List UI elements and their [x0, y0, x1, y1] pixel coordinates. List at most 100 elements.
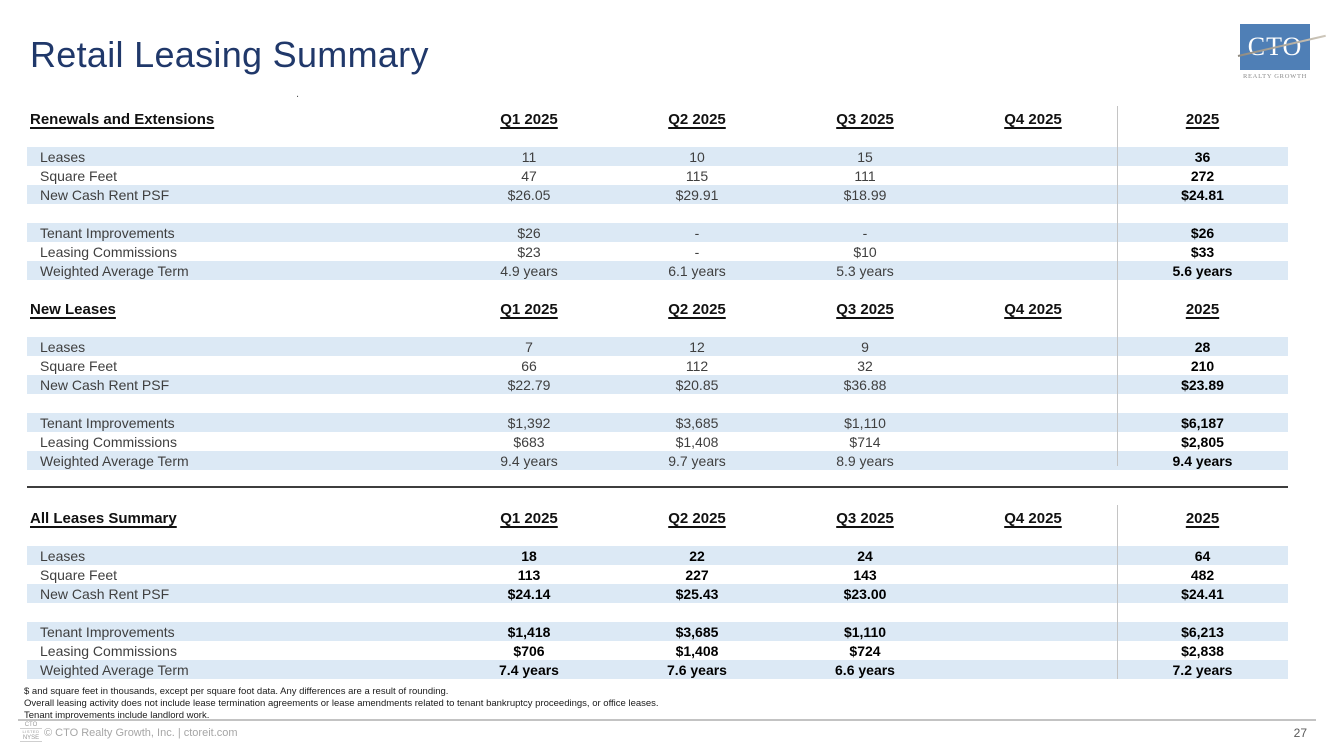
table-row: New Cash Rent PSF $22.79 $20.85 $36.88 $23.8…	[27, 375, 1288, 394]
row-label: Tenant Improvements	[40, 623, 175, 640]
cell-q2: -	[694, 243, 700, 260]
cell-total-2025: $24.41	[1181, 585, 1224, 602]
table-header-row: Renewals and Extensions Q1 2025 Q2 2025 …	[27, 104, 1288, 128]
cell-total-2025: $23.89	[1181, 376, 1224, 393]
row-label: Weighted Average Term	[40, 262, 189, 279]
row-label: Leases	[40, 148, 86, 165]
table-row: Tenant Improvements $1,392 $3,685 $1,110 $6,…	[27, 413, 1288, 432]
cell-q2: $25.43	[675, 585, 719, 602]
table-row: Square Feet 47 115 111 272	[27, 166, 1288, 185]
nyse-listed-mark-line: CTO	[20, 722, 42, 729]
row-label: Leasing Commissions	[40, 433, 177, 450]
page-number: 27	[1293, 726, 1307, 740]
cell-q1: 7	[525, 338, 533, 355]
column-header-q4: Q4 2025	[1004, 111, 1062, 128]
row-label: Leasing Commissions	[40, 243, 177, 260]
cell-q3: $1,110	[843, 623, 887, 640]
footnote: Tenant improvements include landlord wor…	[24, 710, 210, 721]
cell-q3: 143	[853, 566, 877, 583]
cell-q3: 32	[857, 357, 873, 374]
column-header-total: 2025	[1185, 510, 1220, 527]
cell-q3: 5.3 years	[836, 262, 894, 279]
column-header-total: 2025	[1185, 301, 1220, 318]
table-row: Tenant Improvements $1,418 $3,685 $1,110 $6,…	[27, 622, 1288, 641]
cell-q1: $23	[517, 243, 541, 260]
column-header-q3: Q3 2025	[836, 111, 894, 128]
cell-q3: $18.99	[843, 186, 887, 203]
footnote: Overall leasing activity does not includ…	[24, 698, 659, 709]
cell-total-2025: 7.2 years	[1172, 661, 1233, 678]
table-row: Leases 7 12 9 28	[27, 337, 1288, 356]
table-row: Leasing Commissions $706 $1,408 $724 $2,838	[27, 641, 1288, 660]
table-all-leases-summary: All Leases Summary Q1 2025 Q2 2025 Q3 20…	[27, 503, 1288, 679]
row-label: New Cash Rent PSF	[40, 376, 170, 393]
table-new-leases: New Leases Q1 2025 Q2 2025 Q3 2025 Q4 20…	[27, 294, 1288, 470]
column-header-q4: Q4 2025	[1004, 510, 1062, 527]
column-header-q1: Q1 2025	[500, 510, 558, 527]
table-spacer-row	[27, 394, 1288, 413]
cell-q1: 11	[521, 148, 537, 165]
table-row: Leases 18 22 24 64	[27, 546, 1288, 565]
nyse-listed-mark-line: LISTED	[22, 729, 40, 734]
cell-q3: $1,110	[844, 414, 886, 431]
cell-q1: 9.4 years	[500, 452, 558, 469]
row-label: Square Feet	[40, 357, 118, 374]
cell-q1: $26	[517, 224, 541, 241]
table-row: Leasing Commissions $23 - $10 $33	[27, 242, 1288, 261]
column-header-q1: Q1 2025	[500, 111, 558, 128]
cto-logo-tagline: REALTY GROWTH	[1242, 73, 1308, 80]
cell-q3: $724	[849, 642, 881, 659]
cell-q1: 66	[521, 357, 537, 374]
cell-q2: 12	[689, 338, 705, 355]
table-spacer-row	[27, 603, 1288, 622]
cell-q1: $1,418	[507, 623, 551, 640]
footnote: $ and square feet in thousands, except p…	[24, 686, 449, 697]
section-title: Renewals and Extensions	[30, 111, 215, 128]
row-label: Leasing Commissions	[40, 642, 177, 659]
cell-total-2025: $6,187	[1181, 414, 1224, 431]
table-row: Leases 11 10 15 36	[27, 147, 1288, 166]
row-label: Leases	[40, 547, 86, 564]
cell-q3: -	[862, 224, 868, 241]
cell-total-2025: $24.81	[1181, 186, 1224, 203]
column-header-q4: Q4 2025	[1004, 301, 1062, 318]
total-column-separator	[1117, 505, 1118, 679]
cto-logo: CTO REALTY GROWTH	[1237, 24, 1326, 80]
cell-q3: $36.88	[843, 376, 887, 393]
copyright-text: © CTO Realty Growth, Inc. | ctoreit.com	[44, 727, 238, 739]
cell-total-2025: 5.6 years	[1172, 262, 1233, 279]
cell-q1: 113	[517, 566, 541, 583]
table-row: New Cash Rent PSF $24.14 $25.43 $23.00 $24.4…	[27, 584, 1288, 603]
row-label: Square Feet	[40, 566, 118, 583]
cell-q3: $714	[849, 433, 881, 450]
cell-q3: 6.6 years	[835, 661, 895, 678]
section-title: All Leases Summary	[30, 510, 177, 527]
column-header-q2: Q2 2025	[668, 510, 726, 527]
table-row: Weighted Average Term 9.4 years 9.7 years 8…	[27, 451, 1288, 470]
table-row: Tenant Improvements $26 - - $26	[27, 223, 1288, 242]
cell-total-2025: $2,838	[1181, 642, 1224, 659]
cell-total-2025: $6,213	[1181, 623, 1224, 640]
cell-total-2025: 64	[1194, 547, 1211, 564]
row-label: New Cash Rent PSF	[40, 186, 170, 203]
cell-q3: $10	[853, 243, 877, 260]
cell-q1: $706	[513, 642, 545, 659]
cell-q1: 47	[521, 167, 537, 184]
cell-q2: $1,408	[675, 433, 719, 450]
table-row: New Cash Rent PSF $26.05 $29.91 $18.99 $24.8…	[27, 185, 1288, 204]
cell-q2: $3,685	[675, 414, 719, 431]
row-label: Weighted Average Term	[40, 661, 189, 678]
cell-q1: $683	[513, 433, 545, 450]
cell-q2: 7.6 years	[667, 661, 727, 678]
cell-q2: $20.85	[675, 376, 719, 393]
cell-q2: -	[694, 224, 700, 241]
section-title: New Leases	[30, 301, 116, 318]
cell-q2: 115	[685, 167, 709, 184]
cell-q2: 9.7 years	[668, 452, 726, 469]
cell-q1: $1,392	[507, 414, 551, 431]
cell-total-2025: $2,805	[1181, 433, 1224, 450]
table-body: Leases 7 12 9 28 Square Feet 66 112 32 210 New Cas…	[27, 337, 1288, 470]
table-row: Square Feet 113 227 143 482	[27, 565, 1288, 584]
cell-q2: $3,685	[675, 623, 719, 640]
